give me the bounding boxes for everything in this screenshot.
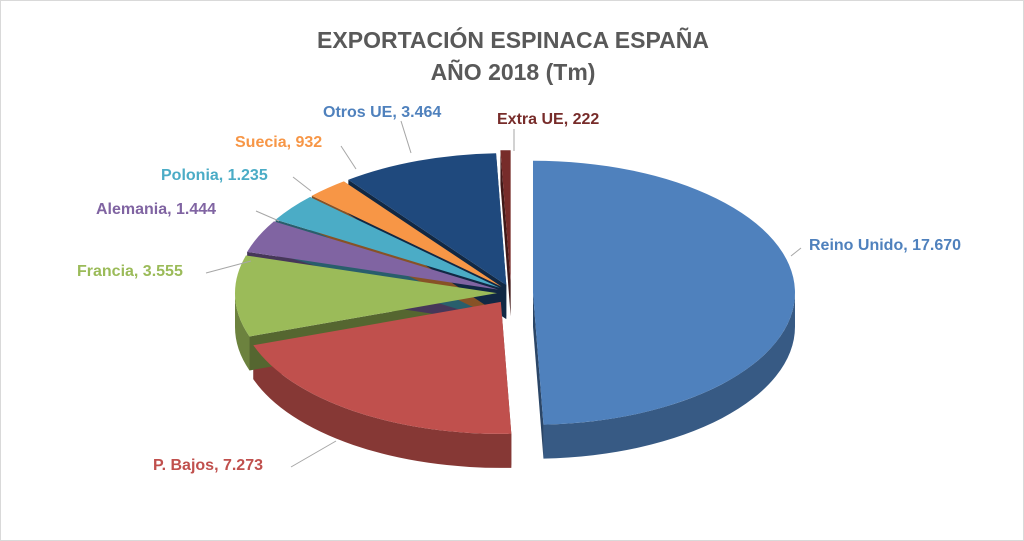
data-label-reino-unido: Reino Unido, 17.670	[809, 237, 962, 254]
slice-suecia	[311, 181, 502, 287]
slice-wall-francia	[235, 293, 250, 371]
leader-line-alemania	[255, 210, 280, 222]
data-label-polonia: Polonia, 1.235	[161, 167, 268, 184]
slice-side-extra-ue	[500, 150, 511, 317]
slice-reino-unido	[532, 160, 795, 425]
leader-line-otros-ue	[400, 120, 412, 154]
slice-wall-p-bajos	[253, 345, 512, 468]
leader-line-suecia	[340, 145, 357, 170]
data-label-extra-ue: Extra UE, 222	[497, 111, 600, 128]
slice-francia	[235, 255, 498, 337]
slice-polonia	[275, 196, 500, 288]
data-label-alemania: Alemania, 1.444	[96, 201, 217, 218]
data-label-suecia: Suecia, 932	[235, 134, 323, 151]
leader-line-p-bajos	[290, 440, 337, 468]
slice-wall-reino-unido	[543, 292, 795, 459]
slice-alemania	[247, 221, 499, 290]
slice-extra-ue	[500, 150, 511, 283]
slice-otros-ue	[348, 153, 507, 286]
chart-title: EXPORTACIÓN ESPINACA ESPAÑA	[317, 27, 709, 53]
leader-line-polonia	[292, 176, 312, 192]
slice-p-bajos	[253, 301, 512, 434]
leader-line-reino-unido	[790, 247, 802, 257]
data-label-p-bajos: P. Bajos, 7.273	[153, 457, 263, 474]
leader-line-francia	[205, 260, 252, 274]
chart-subtitle: AÑO 2018 (Tm)	[430, 59, 596, 85]
data-label-otros-ue: Otros UE, 3.464	[323, 104, 442, 121]
slice-side-reino-unido	[532, 292, 544, 459]
data-label-francia: Francia, 3.555	[77, 263, 183, 280]
